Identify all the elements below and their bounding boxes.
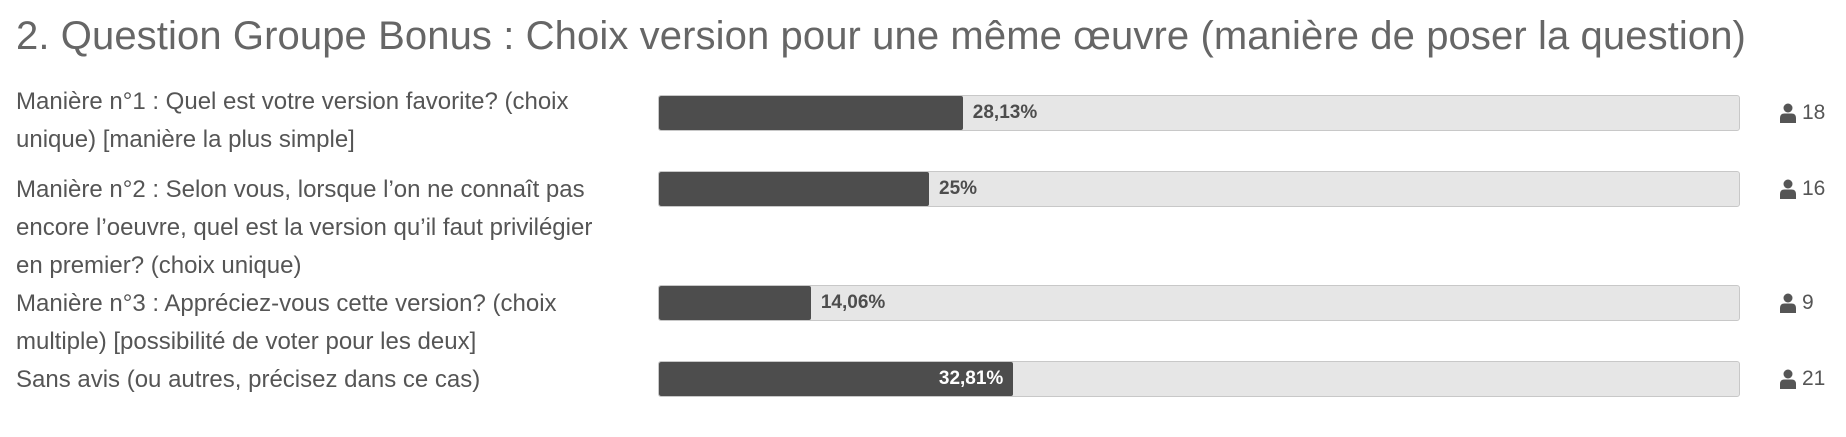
result-bar: 32,81% [658, 361, 1740, 397]
result-bar-fill [659, 172, 929, 206]
vote-count-value: 21 [1802, 367, 1826, 390]
vote-count-value: 9 [1802, 291, 1814, 314]
result-bar: 28,13% [658, 95, 1740, 131]
result-bar: 14,06% [658, 285, 1740, 321]
result-bar: 25% [658, 171, 1740, 207]
result-bar-fill [659, 96, 963, 130]
percent-label: 25% [939, 178, 978, 199]
vote-count: 16 [1780, 171, 1825, 207]
option-label: Manière n°1 : Quel est votre version fav… [16, 88, 569, 153]
option-label: Manière n°3 : Appréciez-vous cette versi… [16, 290, 557, 355]
vote-count: 18 [1780, 95, 1825, 131]
vote-count-value: 16 [1802, 177, 1826, 200]
result-bar-fill [659, 286, 811, 320]
poll-title: 2. Question Groupe Bonus : Choix version… [16, 14, 1746, 58]
vote-count: 9 [1780, 285, 1814, 321]
user-icon [1780, 103, 1796, 123]
vote-count: 21 [1780, 361, 1825, 397]
user-icon [1780, 369, 1796, 389]
option-label: Manière n°2 : Selon vous, lorsque l’on n… [16, 176, 593, 279]
percent-label: 14,06% [820, 292, 886, 313]
user-icon [1780, 293, 1796, 313]
result-bar-fill [659, 362, 1014, 396]
percent-label: 28,13% [972, 102, 1038, 123]
user-icon [1780, 179, 1796, 199]
vote-count-value: 18 [1802, 101, 1826, 124]
percent-label: 32,81% [938, 368, 1004, 389]
option-label: Sans avis (ou autres, précisez dans ce c… [16, 366, 481, 393]
